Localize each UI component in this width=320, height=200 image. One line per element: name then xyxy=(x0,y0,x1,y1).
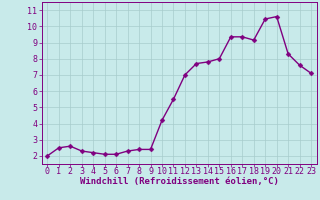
X-axis label: Windchill (Refroidissement éolien,°C): Windchill (Refroidissement éolien,°C) xyxy=(80,177,279,186)
